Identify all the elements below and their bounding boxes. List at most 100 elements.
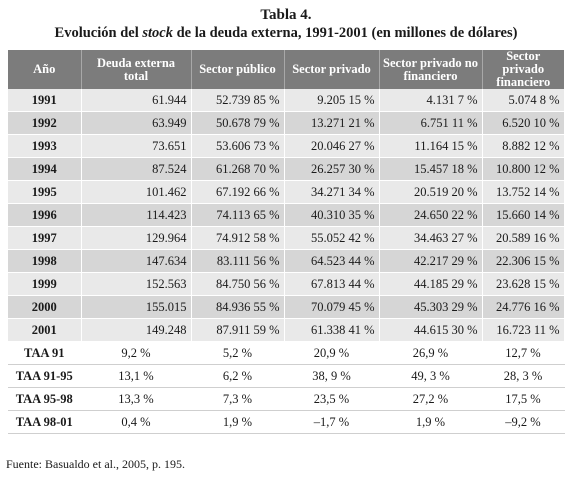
table-row: 1991 61.944 52.739 85 % 9.205 15 % 4.131 7 %…: [8, 89, 565, 112]
cell-private-financial: 28, 3 %: [482, 364, 565, 388]
cell-private: 23,5 %: [284, 387, 380, 411]
cell-year: 1995: [8, 180, 82, 204]
cell-public: 83.111 56 %: [191, 249, 285, 273]
cell-private-nonfinancial: 27,2 %: [379, 387, 483, 411]
cell-year: 1993: [8, 134, 82, 158]
cell-total: 101.462: [81, 180, 192, 204]
cell-public: 7,3 %: [191, 387, 285, 411]
subtitle-pre: Evolución del: [54, 25, 143, 41]
cell-total: 0,4 %: [81, 410, 192, 434]
cell-private-nonfinancial: 44.185 29 %: [379, 272, 483, 296]
cell-private: 26.257 30 %: [284, 157, 380, 181]
cell-public: 87.911 59 %: [191, 318, 285, 342]
cell-public: 5,2 %: [191, 341, 285, 365]
cell-private-financial: 13.752 14 %: [482, 180, 565, 204]
cell-private: –1,7 %: [284, 410, 380, 434]
table-row: 1996 114.423 74.113 65 % 40.310 35 % 24.650 …: [8, 203, 565, 227]
cell-year: 1991: [8, 89, 82, 112]
taa-row: TAA 91 9,2 % 5,2 % 20,9 % 26,9 % 12,7 %: [8, 341, 565, 365]
cell-total: 149.248: [81, 318, 192, 342]
cell-private-financial: 6.520 10 %: [482, 111, 565, 135]
table-row: 1994 87.524 61.268 70 % 26.257 30 % 15.457 1…: [8, 157, 565, 181]
cell-public: 61.268 70 %: [191, 157, 285, 181]
header-cell-year: Año: [8, 50, 82, 89]
cell-total: 63.949: [81, 111, 192, 135]
subtitle-emphasis: stock: [142, 25, 173, 41]
cell-private-nonfinancial: 26,9 %: [379, 341, 483, 365]
cell-private-financial: 16.723 11 %: [482, 318, 565, 342]
table-body: 1991 61.944 52.739 85 % 9.205 15 % 4.131 7 %…: [8, 89, 565, 434]
cell-private: 70.079 45 %: [284, 295, 380, 319]
cell-private: 34.271 34 %: [284, 180, 380, 204]
cell-private-nonfinancial: 42.217 29 %: [379, 249, 483, 273]
cell-private-nonfinancial: 11.164 15 %: [379, 134, 483, 158]
table-row: 1997 129.964 74.912 58 % 55.052 42 % 34.463 …: [8, 226, 565, 250]
cell-private: 64.523 44 %: [284, 249, 380, 273]
cell-private-nonfinancial: 44.615 30 %: [379, 318, 483, 342]
cell-public: 74.912 58 %: [191, 226, 285, 250]
cell-public: 84.750 56 %: [191, 272, 285, 296]
table-row: 1992 63.949 50.678 79 % 13.271 21 % 6.751 11…: [8, 111, 565, 135]
cell-private-nonfinancial: 4.131 7 %: [379, 89, 483, 112]
cell-private-financial: 5.074 8 %: [482, 89, 565, 112]
cell-private: 9.205 15 %: [284, 89, 380, 112]
cell-public: 6,2 %: [191, 364, 285, 388]
cell-private: 13.271 21 %: [284, 111, 380, 135]
cell-public: 1,9 %: [191, 410, 285, 434]
cell-private: 55.052 42 %: [284, 226, 380, 250]
table-row: 1995 101.462 67.192 66 % 34.271 34 % 20.519 …: [8, 180, 565, 204]
cell-private-financial: 24.776 16 %: [482, 295, 565, 319]
cell-private: 20,9 %: [284, 341, 380, 365]
header-cell-private-nonfinancial: Sector privado no financiero: [379, 50, 483, 89]
cell-total: 114.423: [81, 203, 192, 227]
cell-private: 38, 9 %: [284, 364, 380, 388]
cell-total: 152.563: [81, 272, 192, 296]
cell-total: 87.524: [81, 157, 192, 181]
cell-total: 13,1 %: [81, 364, 192, 388]
taa-row: TAA 91-95 13,1 % 6,2 % 38, 9 % 49, 3 % 28, 3 …: [8, 364, 565, 388]
cell-total: 73.651: [81, 134, 192, 158]
cell-year: 2001: [8, 318, 82, 342]
debt-table: Año Deuda externa total Sector público S…: [8, 50, 565, 434]
taa-row: TAA 98-01 0,4 % 1,9 % –1,7 % 1,9 % –9,2 %: [8, 410, 565, 434]
cell-public: 84.936 55 %: [191, 295, 285, 319]
table-row: 2000 155.015 84.936 55 % 70.079 45 % 45.303 …: [8, 295, 565, 319]
cell-year: TAA 98-01: [8, 410, 82, 434]
cell-private-financial: 12,7 %: [482, 341, 565, 365]
cell-private-financial: 10.800 12 %: [482, 157, 565, 181]
cell-year: 1998: [8, 249, 82, 273]
table-row: 1999 152.563 84.750 56 % 67.813 44 % 44.185 …: [8, 272, 565, 296]
cell-private-financial: 15.660 14 %: [482, 203, 565, 227]
cell-year: 2000: [8, 295, 82, 319]
cell-private-financial: 17,5 %: [482, 387, 565, 411]
cell-private: 40.310 35 %: [284, 203, 380, 227]
table-row: 2001 149.248 87.911 59 % 61.338 41 % 44.615 …: [8, 318, 565, 342]
table-subtitle: Evolución del stock de la deuda externa,…: [0, 24, 572, 42]
cell-total: 155.015: [81, 295, 192, 319]
cell-private-financial: 20.589 16 %: [482, 226, 565, 250]
cell-private-nonfinancial: 49, 3 %: [379, 364, 483, 388]
cell-private-nonfinancial: 15.457 18 %: [379, 157, 483, 181]
cell-year: TAA 91: [8, 341, 82, 365]
cell-private-nonfinancial: 45.303 29 %: [379, 295, 483, 319]
cell-year: 1997: [8, 226, 82, 250]
cell-private-nonfinancial: 24.650 22 %: [379, 203, 483, 227]
source-note: Fuente: Basualdo et al., 2005, p. 195.: [6, 457, 185, 471]
cell-private-financial: 23.628 15 %: [482, 272, 565, 296]
cell-total: 13,3 %: [81, 387, 192, 411]
table-caption: Tabla 4. Evolución del stock de la deuda…: [0, 0, 572, 42]
header-cell-public: Sector público: [191, 50, 285, 89]
cell-private-nonfinancial: 1,9 %: [379, 410, 483, 434]
cell-private-nonfinancial: 34.463 27 %: [379, 226, 483, 250]
header-cell-total: Deuda externa total: [81, 50, 192, 89]
cell-private-financial: 22.306 15 %: [482, 249, 565, 273]
table-row: 1993 73.651 53.606 73 % 20.046 27 % 11.164 1…: [8, 134, 565, 158]
cell-year: 1992: [8, 111, 82, 135]
cell-year: 1999: [8, 272, 82, 296]
table-title: Tabla 4.: [260, 7, 312, 23]
cell-private-financial: 8.882 12 %: [482, 134, 565, 158]
table-row: 1998 147.634 83.111 56 % 64.523 44 % 42.217 …: [8, 249, 565, 273]
cell-public: 67.192 66 %: [191, 180, 285, 204]
cell-private: 20.046 27 %: [284, 134, 380, 158]
table-header: Año Deuda externa total Sector público S…: [8, 50, 564, 89]
